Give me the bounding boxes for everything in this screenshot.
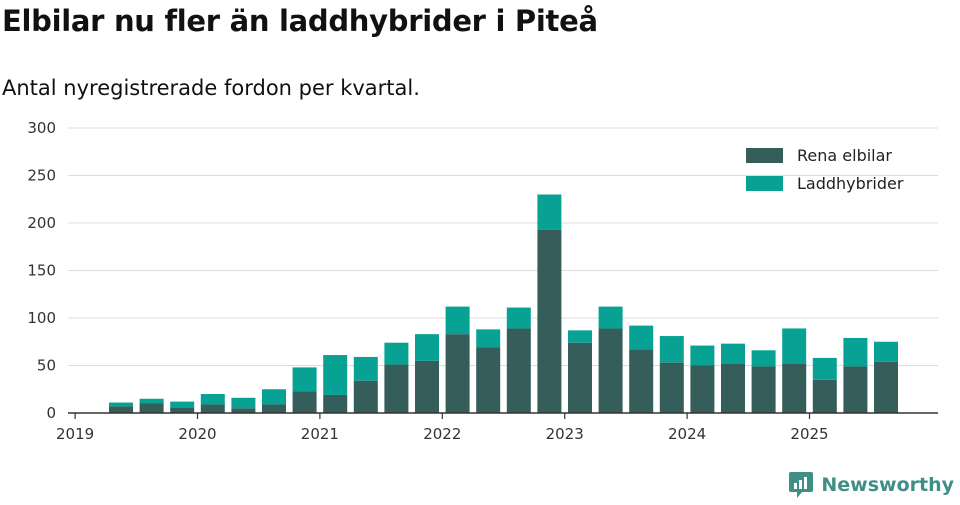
bar-laddhybrider — [874, 341, 898, 362]
y-tick-label: 100 — [27, 309, 56, 327]
bar-laddhybrider — [139, 398, 164, 404]
legend-label: Rena elbilar — [797, 146, 892, 165]
x-tick-label: 2025 — [790, 425, 828, 443]
bar-laddhybrider — [415, 334, 439, 361]
bar-rena-elbilar — [170, 407, 195, 413]
bar-laddhybrider — [384, 342, 409, 365]
y-tick-label: 250 — [27, 167, 56, 185]
bar-rena-elbilar — [139, 403, 164, 413]
chart-title: Elbilar nu fler än laddhybrider i Piteå — [2, 4, 598, 38]
x-tick-label: 2023 — [546, 425, 584, 443]
bar-laddhybrider — [170, 401, 195, 408]
bar-laddhybrider — [506, 307, 531, 329]
chart-subtitle: Antal nyregistrerade fordon per kvartal. — [2, 76, 420, 100]
bar-rena-elbilar — [415, 360, 439, 413]
bar-laddhybrider — [629, 325, 654, 350]
bar-laddhybrider — [445, 306, 470, 335]
bar-laddhybrider — [721, 343, 745, 364]
bar-laddhybrider — [568, 330, 592, 343]
y-tick-label: 300 — [27, 119, 56, 137]
bar-laddhybrider — [200, 394, 225, 405]
x-axis-ticks: 2019 2020 2021 2022 2023 2024 2025 — [56, 413, 829, 443]
bar-rena-elbilar — [843, 366, 868, 413]
brand-name: Newsworthy — [821, 474, 954, 496]
bar-rena-elbilar — [323, 394, 348, 413]
bar-laddhybrider — [231, 397, 256, 409]
bar-laddhybrider — [690, 345, 715, 366]
y-axis-ticks: 0 50 100 150 200 250 300 — [27, 119, 56, 422]
bar-rena-elbilar — [568, 342, 592, 413]
bar-laddhybrider — [353, 356, 378, 381]
bar-rena-elbilar — [292, 391, 317, 413]
bar-rena-elbilar — [445, 334, 470, 413]
bar-rena-elbilar — [200, 404, 225, 413]
brand-logo: Newsworthy — [788, 471, 954, 499]
bar-rena-elbilar — [598, 328, 623, 413]
bar-laddhybrider — [476, 329, 501, 348]
legend-swatch — [746, 148, 783, 163]
bar-rena-elbilar — [353, 380, 378, 413]
bar-laddhybrider — [262, 389, 286, 405]
bar-rena-elbilar — [782, 363, 807, 413]
bar-rena-elbilar — [812, 379, 837, 413]
bar-laddhybrider — [323, 355, 348, 395]
bar-laddhybrider — [659, 336, 684, 363]
legend: Rena elbilar Laddhybrider — [746, 146, 904, 193]
x-tick-label: 2020 — [178, 425, 216, 443]
bar-rena-elbilar — [109, 406, 133, 413]
bar-rena-elbilar — [629, 349, 654, 413]
legend-swatch — [746, 176, 783, 191]
y-tick-label: 50 — [37, 357, 56, 375]
x-tick-label: 2022 — [423, 425, 461, 443]
bar-rena-elbilar — [721, 363, 745, 413]
bar-rena-elbilar — [262, 404, 286, 413]
bar-rena-elbilar — [384, 364, 409, 413]
bar-laddhybrider — [782, 328, 807, 364]
y-tick-label: 150 — [27, 262, 56, 280]
x-tick-label: 2019 — [56, 425, 94, 443]
x-tick-label: 2021 — [301, 425, 339, 443]
bar-laddhybrider — [109, 402, 133, 407]
y-tick-label: 200 — [27, 214, 56, 232]
bar-rena-elbilar — [751, 366, 776, 413]
bar-rena-elbilar — [506, 328, 531, 413]
bar-laddhybrider — [843, 337, 868, 367]
bar-rena-elbilar — [690, 365, 715, 413]
bar-series — [109, 194, 898, 413]
bar-laddhybrider — [598, 306, 623, 329]
y-tick-label: 0 — [46, 404, 56, 422]
newsworthy-logo-icon — [789, 472, 814, 498]
bar-laddhybrider — [537, 194, 562, 230]
bar-laddhybrider — [292, 367, 317, 392]
bar-rena-elbilar — [476, 347, 501, 413]
x-tick-label: 2024 — [668, 425, 706, 443]
bar-rena-elbilar — [537, 229, 562, 413]
bar-rena-elbilar — [659, 362, 684, 413]
bar-rena-elbilar — [874, 361, 898, 413]
bar-laddhybrider — [751, 350, 776, 367]
bar-rena-elbilar — [231, 408, 256, 413]
legend-label: Laddhybrider — [797, 174, 904, 193]
bar-laddhybrider — [812, 357, 837, 380]
